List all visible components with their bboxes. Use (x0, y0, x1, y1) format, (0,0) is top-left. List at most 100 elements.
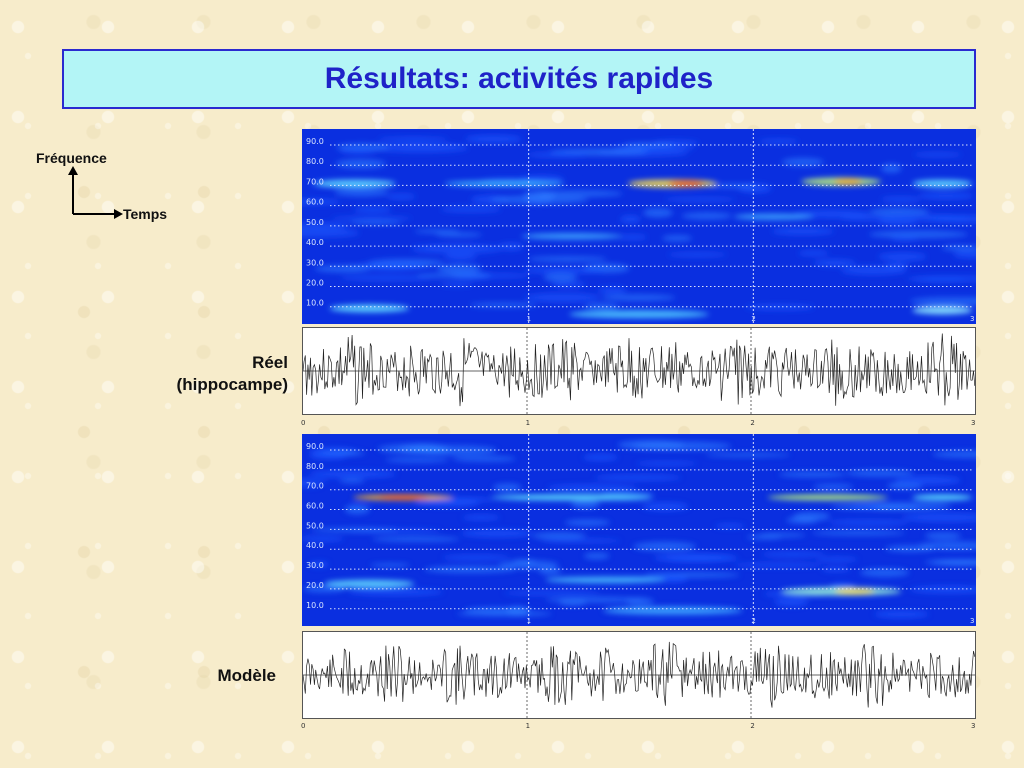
spectral-blob (912, 306, 973, 315)
time-tick-label: 1 (525, 419, 531, 427)
spectral-texture (444, 252, 477, 261)
spectral-texture (874, 610, 929, 619)
spectral-texture (582, 453, 619, 461)
spectral-blob (767, 494, 888, 501)
freq-tick-label: 80.0 (306, 462, 324, 471)
spectral-texture (891, 235, 919, 241)
time-tick-label: 1 (527, 617, 531, 625)
real-waveform (302, 327, 976, 415)
spectral-texture (905, 276, 976, 282)
spectral-texture (462, 514, 501, 521)
time-tick-label: 2 (750, 419, 755, 427)
spectral-texture (490, 195, 589, 205)
freq-tick-label: 10.0 (306, 601, 324, 610)
spectral-texture (664, 197, 736, 202)
spectral-texture (310, 527, 399, 533)
spectral-texture (399, 443, 447, 454)
freq-tick-label: 50.0 (306, 218, 324, 227)
spectral-texture (909, 585, 976, 594)
spectral-texture (715, 523, 745, 529)
spectral-texture (880, 196, 921, 203)
spectral-texture (506, 605, 530, 616)
time-tick-label: 3 (971, 722, 976, 730)
spectral-texture (302, 536, 344, 542)
freq-tick-label: 70.0 (306, 482, 324, 491)
spectral-blob (834, 588, 875, 595)
spectral-texture (793, 511, 830, 522)
spectral-texture (527, 256, 607, 262)
spectral-texture (745, 304, 815, 311)
spectral-texture (620, 215, 641, 224)
freq-tick-label: 50.0 (306, 521, 324, 530)
spectral-texture (932, 450, 976, 458)
spectral-texture (537, 190, 623, 198)
spectral-texture (498, 242, 524, 251)
spectral-texture (821, 566, 851, 572)
spectral-texture (527, 152, 590, 158)
spectral-blob (315, 179, 396, 188)
time-tick-label: 2 (751, 617, 755, 625)
spectral-texture (385, 457, 449, 463)
spectral-texture (440, 282, 474, 287)
time-tick-label: 1 (527, 315, 531, 323)
spectral-texture (309, 452, 348, 460)
spectral-texture (309, 469, 397, 479)
spectral-texture (583, 302, 619, 310)
spectral-texture (681, 212, 732, 220)
spectral-texture (386, 193, 416, 200)
spectral-texture (545, 596, 645, 603)
spectral-texture (302, 483, 322, 488)
signal-trace (303, 333, 975, 407)
freq-tick-label: 20.0 (306, 581, 324, 590)
spectral-texture (532, 532, 587, 540)
spectral-texture (524, 266, 608, 274)
spectral-texture (460, 528, 533, 538)
spectral-blob (912, 494, 973, 501)
freq-tick-label: 90.0 (306, 137, 324, 146)
spectral-texture (339, 478, 365, 484)
spectral-blob (521, 233, 622, 240)
spectral-texture (771, 227, 834, 236)
spectral-texture (816, 556, 858, 562)
spectral-texture (303, 585, 346, 593)
spectral-blob (324, 579, 415, 588)
spectral-texture (377, 136, 448, 142)
frequency-axis-label: Fréquence (36, 150, 107, 166)
spectral-texture (344, 504, 370, 515)
spectral-texture (781, 157, 824, 167)
spectral-texture (435, 232, 482, 238)
spectral-texture (347, 588, 444, 596)
spectral-texture (583, 552, 610, 560)
spectral-texture (880, 214, 970, 222)
real-label: Réel (hippocampe) (120, 352, 288, 396)
spectral-texture (733, 562, 824, 568)
spectral-texture (761, 551, 825, 558)
freq-tick-label: 70.0 (306, 177, 324, 186)
spectral-texture (941, 245, 976, 251)
spectral-texture (411, 244, 503, 254)
spectral-texture (894, 475, 961, 485)
spectral-texture (758, 138, 799, 144)
spectral-texture (662, 235, 692, 242)
spectral-texture (778, 471, 847, 478)
spectral-texture (913, 152, 962, 157)
spectral-texture (358, 260, 426, 271)
model-waveform (302, 631, 976, 719)
spectral-texture (813, 483, 854, 490)
spectral-texture (637, 145, 695, 151)
time-tick-label: 3 (970, 617, 974, 625)
spectral-blob (491, 494, 652, 501)
spectral-texture (524, 292, 600, 303)
freq-tick-label: 30.0 (306, 561, 324, 570)
signal-trace (303, 641, 975, 708)
time-tick-label: 1 (525, 722, 531, 730)
spectral-texture (625, 597, 654, 606)
spectral-texture (493, 483, 522, 492)
time-tick-label: 2 (751, 315, 755, 323)
spectral-texture (348, 220, 403, 225)
spectral-texture (845, 469, 914, 477)
spectral-texture (840, 265, 907, 276)
spectral-texture (924, 532, 961, 540)
spectral-texture (465, 134, 522, 144)
real-label-line2: (hippocampe) (176, 375, 288, 394)
